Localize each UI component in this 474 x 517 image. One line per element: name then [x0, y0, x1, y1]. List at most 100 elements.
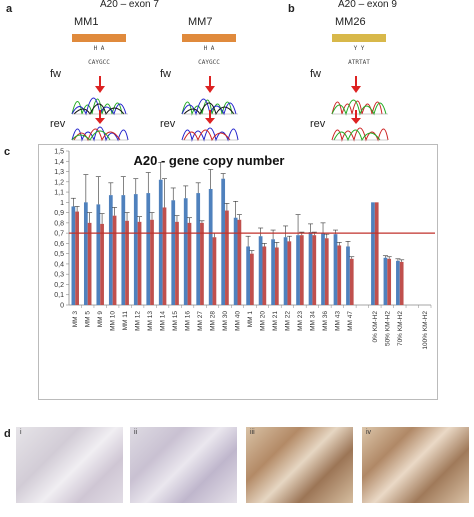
bar-series-2 [200, 222, 204, 305]
bar-series-2 [225, 210, 229, 305]
svg-text:CAYGCC: CAYGCC [198, 59, 220, 66]
x-tick-label: MM 14 [160, 311, 167, 331]
bar-series-1 [221, 178, 226, 305]
micrograph-iii: iii [246, 427, 353, 503]
rev-label-a1: rev [50, 118, 66, 130]
panel-d-letter: d [4, 428, 11, 440]
bar-series-2 [87, 222, 92, 305]
bar-series-1 [183, 198, 188, 305]
y-tick-label: 1,1 [54, 190, 64, 197]
x-tick-label: MM 16 [185, 311, 192, 331]
y-tick-label: 0,9 [54, 210, 64, 217]
bar-series-2 [75, 211, 79, 305]
panel-b-letter: b [288, 3, 295, 15]
bar-series-1 [83, 202, 88, 305]
bar-series-2 [337, 245, 342, 305]
panel-a-exon-title: A20 – exon 7 [100, 0, 159, 10]
bar-series-2 [187, 222, 192, 305]
x-tick-label: 70% KM-H2 [397, 311, 404, 346]
svg-text:CAYGCC: CAYGCC [88, 59, 110, 66]
y-tick-label: 0,1 [54, 292, 64, 299]
bar-series-1 [71, 206, 76, 305]
bar-series-1 [208, 188, 213, 305]
panel-c-letter: c [4, 146, 11, 158]
bar-series-1 [133, 194, 138, 305]
y-tick-label: 1,3 [54, 169, 64, 176]
bar-series-1 [396, 260, 400, 305]
y-tick-label: 1 [60, 200, 64, 207]
bar-series-2 [212, 237, 217, 305]
x-tick-label: MM 47 [347, 311, 354, 331]
bar-series-1 [333, 234, 338, 305]
x-tick-label: 50% KM-H2 [384, 311, 391, 346]
bar-series-2 [137, 221, 142, 305]
x-tick-label: MM 11 [122, 311, 129, 331]
bar-series-2 [324, 238, 329, 305]
micrograph-i: i [16, 427, 123, 503]
sample-mm7-label: MM7 [188, 16, 213, 28]
bar-series-2 [162, 207, 167, 305]
chromatogram-mm1: H A CAYGCC [70, 34, 130, 149]
x-tick-label: MM 28 [210, 311, 217, 331]
bar-series-2 [125, 220, 129, 305]
bar-series-2 [250, 253, 254, 305]
bar-series-1 [271, 239, 275, 305]
sample-mm1-label: MM1 [74, 16, 99, 28]
bar-series-2 [100, 223, 104, 305]
bar-series-2 [312, 235, 317, 305]
bar-series-1 [196, 193, 201, 305]
bar-series-1 [233, 217, 238, 305]
micrograph-ii-label: ii [134, 429, 138, 436]
bar-series-1 [308, 232, 313, 305]
bar-series-2 [349, 258, 354, 305]
bar-series-1 [158, 179, 163, 305]
x-tick-label: 0% KM-H2 [372, 311, 379, 343]
bar-series-2 [175, 221, 179, 305]
bar-series-2 [299, 235, 304, 305]
panel-b-exon-title: A20 – exon 9 [338, 0, 397, 10]
bar-series-1 [258, 236, 263, 305]
bar-series-1 [346, 246, 350, 305]
y-tick-label: 0 [60, 303, 64, 310]
bar-series-2 [399, 261, 404, 305]
y-tick-label: 0,3 [54, 272, 64, 279]
fw-label-b: fw [310, 68, 321, 80]
bar-series-1 [146, 193, 151, 305]
bar-series-2 [262, 246, 267, 305]
y-tick-label: 0,6 [54, 241, 64, 248]
y-tick-label: 1,4 [54, 159, 64, 166]
bar-series-2 [237, 219, 242, 305]
bar-series-1 [108, 195, 113, 305]
svg-text:H A: H A [204, 45, 215, 52]
x-tick-label: MM 27 [197, 311, 204, 331]
micrograph-iv-label: iv [366, 429, 372, 436]
x-tick-label: MM 21 [272, 311, 279, 331]
x-tick-label: MM 23 [297, 311, 304, 331]
x-tick-label: MM 3 [72, 311, 79, 328]
chromatogram-mm26: Y Y ATRTAT [330, 34, 390, 149]
x-tick-label: MM 10 [110, 311, 117, 331]
fw-label-a1: fw [50, 68, 61, 80]
x-tick-label: MM 36 [322, 311, 329, 331]
fw-label-a2: fw [160, 68, 171, 80]
x-tick-label: MM 12 [135, 311, 142, 331]
sample-mm26-label: MM26 [335, 16, 366, 28]
rev-label-a2: rev [160, 118, 176, 130]
bar-series-1 [246, 246, 250, 305]
rev-label-b: rev [310, 118, 326, 130]
x-tick-label: MM 20 [259, 311, 266, 331]
y-tick-label: 0,2 [54, 282, 64, 289]
x-tick-label: MM 1 [247, 311, 254, 328]
x-tick-label: 100% KM-H2 [422, 311, 429, 350]
bar-series-1 [321, 233, 325, 305]
x-tick-label: MM 5 [85, 311, 92, 328]
x-tick-label: MM 34 [309, 311, 316, 331]
micrograph-ii: ii [130, 427, 237, 503]
bar-series-1 [371, 202, 375, 305]
y-tick-label: 0,7 [54, 231, 64, 238]
bar-series-2 [287, 241, 292, 305]
micrograph-i-label: i [20, 429, 22, 436]
chromatogram-mm7: H A CAYGCC [180, 34, 240, 149]
gene-copy-number-chart: 0 0,1 0,2 0,3 0,4 0,5 0,6 0,7 0,8 0,9 1 1,1 1,2 1,3 1,… [54, 149, 435, 350]
bar-series-2 [112, 215, 117, 305]
